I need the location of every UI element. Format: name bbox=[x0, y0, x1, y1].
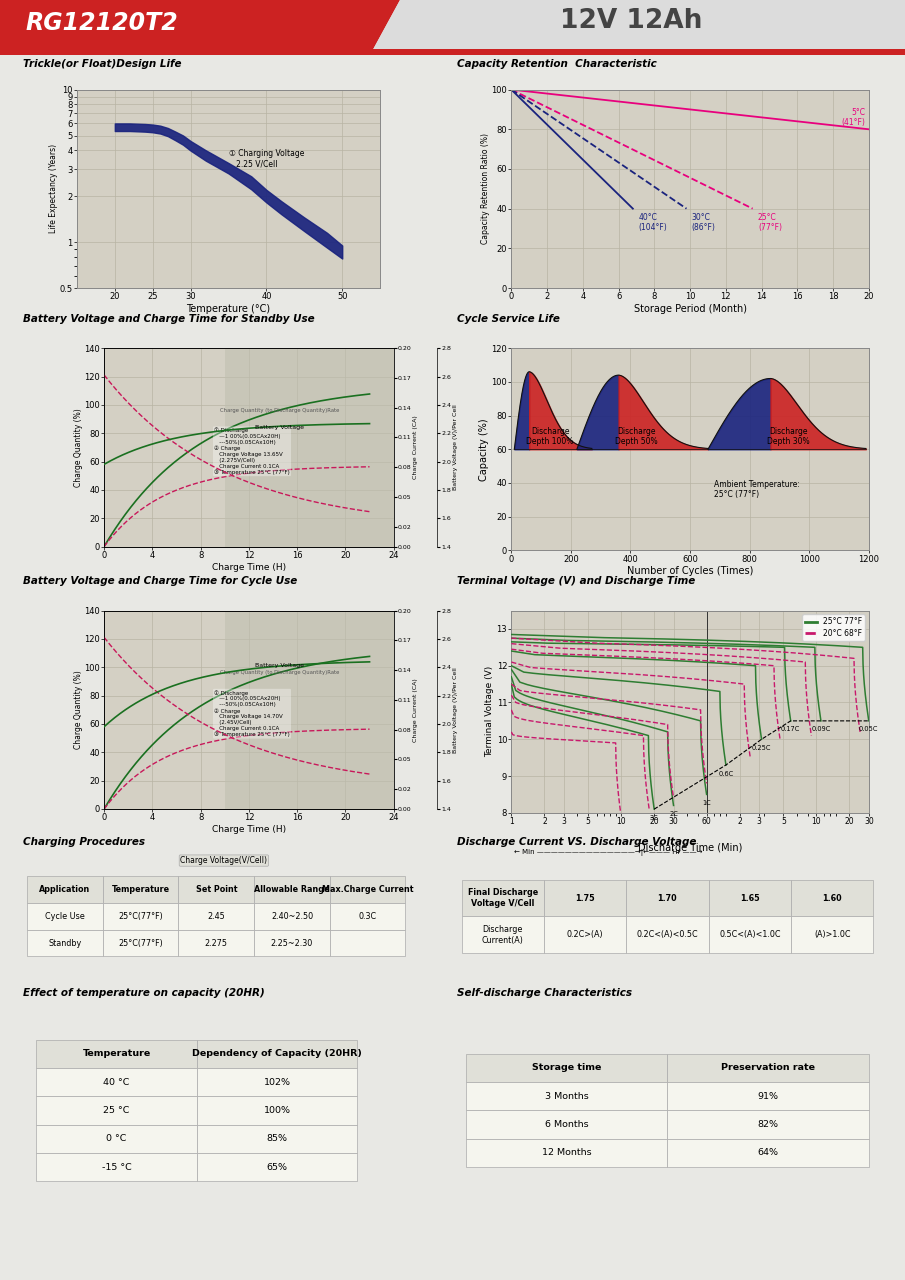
Text: 0.17C: 0.17C bbox=[781, 726, 800, 732]
X-axis label: Charge Time (H): Charge Time (H) bbox=[212, 562, 286, 571]
Text: Discharge
Depth 100%: Discharge Depth 100% bbox=[527, 426, 574, 445]
Text: ← Min ——————————————→|←——— Hr ——→: ← Min ——————————————→|←——— Hr ——→ bbox=[514, 849, 702, 856]
Text: ① Discharge
   —1 00%(0.05CAx20H)
   ---50%(0.05CAx10H)
② Charge
   Charge Volta: ① Discharge —1 00%(0.05CAx20H) ---50%(0.… bbox=[214, 428, 290, 475]
Polygon shape bbox=[0, 0, 400, 55]
Y-axis label: Charge Current (CA): Charge Current (CA) bbox=[413, 678, 418, 741]
Y-axis label: Charge Quantity (%): Charge Quantity (%) bbox=[74, 408, 82, 486]
Text: 3C: 3C bbox=[650, 814, 659, 820]
Text: Charge Quantity (to Discharge Quantity)Rate: Charge Quantity (to Discharge Quantity)R… bbox=[220, 669, 339, 675]
Text: Trickle(or Float)Design Life: Trickle(or Float)Design Life bbox=[23, 59, 181, 69]
Text: 12V 12Ah: 12V 12Ah bbox=[560, 8, 702, 35]
Text: Cycle Service Life: Cycle Service Life bbox=[457, 314, 560, 324]
Text: 0.09C: 0.09C bbox=[811, 726, 831, 732]
Text: 5°C
(41°F): 5°C (41°F) bbox=[842, 108, 865, 127]
Text: Discharge
Depth 50%: Discharge Depth 50% bbox=[615, 426, 658, 445]
Y-axis label: Battery Voltage (V)/Per Cell: Battery Voltage (V)/Per Cell bbox=[452, 667, 458, 753]
Bar bbox=[224, 348, 394, 547]
Text: Self-discharge Characteristics: Self-discharge Characteristics bbox=[457, 988, 632, 998]
Y-axis label: Life Expectancy (Years): Life Expectancy (Years) bbox=[49, 145, 58, 233]
Text: Effect of temperature on capacity (20HR): Effect of temperature on capacity (20HR) bbox=[23, 988, 264, 998]
Text: 0.05C: 0.05C bbox=[859, 726, 879, 732]
Bar bbox=[224, 611, 394, 809]
Y-axis label: Terminal Voltage (V): Terminal Voltage (V) bbox=[485, 666, 494, 758]
Text: Capacity Retention  Characteristic: Capacity Retention Characteristic bbox=[457, 59, 657, 69]
Text: Discharge Current VS. Discharge Voltage: Discharge Current VS. Discharge Voltage bbox=[457, 837, 697, 847]
Text: Battery Voltage and Charge Time for Standby Use: Battery Voltage and Charge Time for Stan… bbox=[23, 314, 314, 324]
X-axis label: Number of Cycles (Times): Number of Cycles (Times) bbox=[627, 566, 753, 576]
X-axis label: Charge Time (H): Charge Time (H) bbox=[212, 824, 286, 833]
Text: ① Charging Voltage
   2.25 V/Cell: ① Charging Voltage 2.25 V/Cell bbox=[228, 148, 304, 169]
Text: Charge Quantity (to Discharge Quantity)Rate: Charge Quantity (to Discharge Quantity)R… bbox=[220, 407, 339, 412]
Text: Charge Voltage(V/Cell): Charge Voltage(V/Cell) bbox=[180, 856, 267, 865]
Text: Charging Procedures: Charging Procedures bbox=[23, 837, 145, 847]
Text: 40°C
(104°F): 40°C (104°F) bbox=[638, 212, 667, 232]
Text: 0.25C: 0.25C bbox=[752, 745, 771, 751]
Polygon shape bbox=[370, 0, 905, 55]
X-axis label: Temperature (°C): Temperature (°C) bbox=[186, 303, 271, 314]
X-axis label: Storage Period (Month): Storage Period (Month) bbox=[634, 303, 747, 314]
Y-axis label: Capacity (%): Capacity (%) bbox=[479, 419, 489, 480]
Text: Ambient Temperature:
25°C (77°F): Ambient Temperature: 25°C (77°F) bbox=[714, 480, 800, 499]
Y-axis label: Charge Quantity (%): Charge Quantity (%) bbox=[74, 671, 82, 749]
Y-axis label: Capacity Retention Ratio (%): Capacity Retention Ratio (%) bbox=[481, 133, 490, 244]
X-axis label: Discharge Time (Min): Discharge Time (Min) bbox=[638, 842, 742, 852]
Text: 0.6C: 0.6C bbox=[719, 771, 734, 777]
Text: RG12120T2: RG12120T2 bbox=[25, 12, 177, 35]
Legend: 25°C 77°F, 20°C 68°F: 25°C 77°F, 20°C 68°F bbox=[802, 614, 865, 641]
Text: 30°C
(86°F): 30°C (86°F) bbox=[691, 212, 716, 232]
Text: Discharge
Depth 30%: Discharge Depth 30% bbox=[767, 426, 810, 445]
Polygon shape bbox=[0, 49, 905, 55]
Text: 1C: 1C bbox=[702, 800, 711, 806]
Text: 25°C
(77°F): 25°C (77°F) bbox=[758, 212, 782, 232]
Text: Battery Voltage: Battery Voltage bbox=[255, 425, 304, 430]
Text: Battery Voltage: Battery Voltage bbox=[255, 663, 304, 668]
Text: Terminal Voltage (V) and Discharge Time: Terminal Voltage (V) and Discharge Time bbox=[457, 576, 695, 586]
Text: Battery Voltage and Charge Time for Cycle Use: Battery Voltage and Charge Time for Cycl… bbox=[23, 576, 297, 586]
Text: ① Discharge
   —1 00%(0.05CAx20H)
   ---50%(0.05CAx10H)
② Charge
   Charge Volta: ① Discharge —1 00%(0.05CAx20H) ---50%(0.… bbox=[214, 690, 290, 737]
Y-axis label: Charge Current (CA): Charge Current (CA) bbox=[413, 416, 418, 479]
Y-axis label: Battery Voltage (V)/Per Cell: Battery Voltage (V)/Per Cell bbox=[452, 404, 458, 490]
Text: 2C: 2C bbox=[669, 812, 678, 817]
